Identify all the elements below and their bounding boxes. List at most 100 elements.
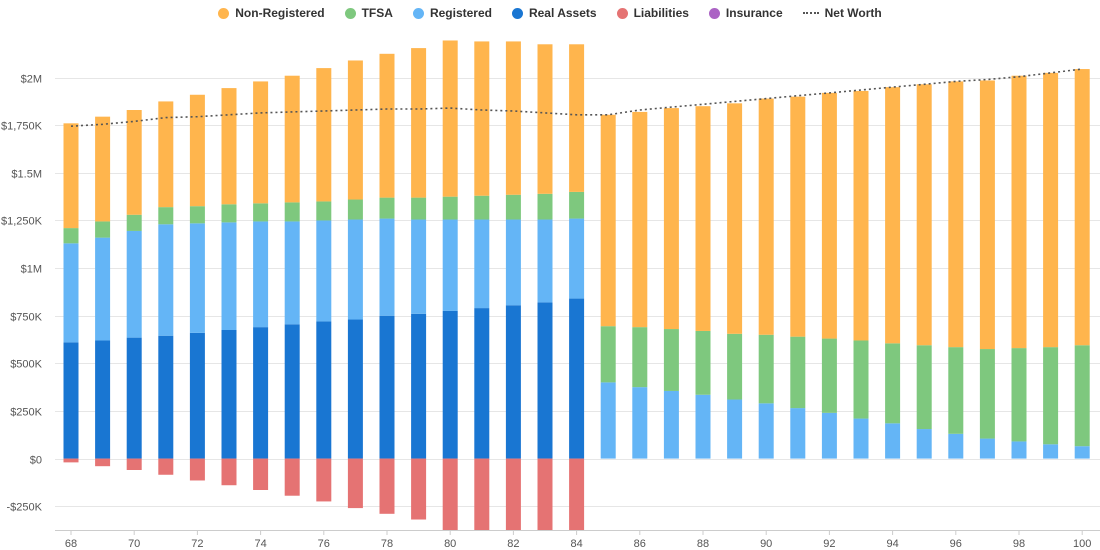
bar-liabilities-70[interactable] [126, 458, 142, 470]
bar-liabilities-82[interactable] [505, 458, 521, 530]
legend-item-net-worth[interactable]: Net Worth [802, 6, 882, 20]
net-worth-line[interactable] [70, 68, 1083, 127]
legend-item-tfsa[interactable]: TFSA [344, 6, 393, 20]
bar-non-registered-75[interactable] [284, 75, 300, 203]
bar-liabilities-84[interactable] [569, 458, 585, 530]
bar-non-registered-77[interactable] [347, 60, 363, 200]
bar-registered-70[interactable] [126, 230, 142, 338]
bar-real-assets-80[interactable] [442, 310, 458, 459]
bar-tfsa-87[interactable] [663, 329, 679, 391]
bar-real-assets-72[interactable] [189, 332, 205, 459]
bar-real-assets-68[interactable] [63, 342, 79, 459]
bar-liabilities-71[interactable] [158, 458, 174, 475]
bar-real-assets-81[interactable] [474, 308, 490, 459]
bar-non-registered-76[interactable] [316, 68, 332, 202]
bar-real-assets-71[interactable] [158, 335, 174, 459]
bar-tfsa-97[interactable] [979, 349, 995, 439]
bar-non-registered-71[interactable] [158, 101, 174, 208]
bar-tfsa-80[interactable] [442, 196, 458, 220]
bar-tfsa-99[interactable] [1043, 347, 1059, 445]
bar-registered-81[interactable] [474, 219, 490, 309]
bar-liabilities-74[interactable] [253, 458, 269, 490]
bar-non-registered-88[interactable] [695, 106, 711, 331]
bar-liabilities-68[interactable] [63, 458, 79, 463]
bar-non-registered-78[interactable] [379, 53, 395, 198]
bar-tfsa-82[interactable] [505, 194, 521, 220]
bar-registered-75[interactable] [284, 221, 300, 325]
bar-non-registered-96[interactable] [948, 81, 964, 348]
bar-real-assets-73[interactable] [221, 330, 237, 459]
bar-tfsa-90[interactable] [758, 334, 774, 404]
bar-registered-87[interactable] [663, 390, 679, 459]
bar-registered-76[interactable] [316, 220, 332, 322]
legend-item-non-registered[interactable]: Non-Registered [218, 6, 325, 20]
bar-registered-68[interactable] [63, 243, 79, 343]
bar-tfsa-85[interactable] [600, 326, 616, 383]
bar-non-registered-90[interactable] [758, 98, 774, 335]
bar-registered-85[interactable] [600, 382, 616, 459]
bar-non-registered-80[interactable] [442, 40, 458, 197]
bar-non-registered-79[interactable] [411, 48, 427, 198]
bar-real-assets-69[interactable] [95, 340, 111, 459]
legend-item-real-assets[interactable]: Real Assets [511, 6, 597, 20]
bar-real-assets-76[interactable] [316, 321, 332, 459]
bar-registered-94[interactable] [885, 423, 901, 459]
bar-tfsa-100[interactable] [1074, 345, 1090, 447]
bar-non-registered-83[interactable] [537, 44, 553, 194]
bar-registered-92[interactable] [821, 412, 837, 459]
bar-registered-71[interactable] [158, 224, 174, 336]
bar-registered-96[interactable] [948, 433, 964, 459]
bar-tfsa-79[interactable] [411, 197, 427, 220]
bar-non-registered-99[interactable] [1043, 72, 1059, 348]
bar-non-registered-70[interactable] [126, 110, 142, 215]
bar-non-registered-68[interactable] [63, 123, 79, 229]
bar-non-registered-85[interactable] [600, 114, 616, 327]
bar-real-assets-78[interactable] [379, 315, 395, 459]
bar-registered-91[interactable] [790, 408, 806, 459]
bar-non-registered-91[interactable] [790, 96, 806, 337]
bar-non-registered-74[interactable] [253, 81, 269, 204]
bar-tfsa-71[interactable] [158, 207, 174, 225]
bar-real-assets-83[interactable] [537, 302, 553, 459]
bar-real-assets-77[interactable] [347, 319, 363, 459]
bar-non-registered-73[interactable] [221, 88, 237, 205]
bar-non-registered-92[interactable] [821, 92, 837, 339]
bar-tfsa-70[interactable] [126, 214, 142, 231]
bar-tfsa-74[interactable] [253, 203, 269, 222]
bar-tfsa-86[interactable] [632, 327, 648, 388]
bar-real-assets-82[interactable] [505, 305, 521, 459]
bar-registered-84[interactable] [569, 218, 585, 299]
bar-registered-99[interactable] [1043, 444, 1059, 459]
bar-tfsa-92[interactable] [821, 338, 837, 413]
bar-non-registered-86[interactable] [632, 111, 648, 328]
bar-registered-93[interactable] [853, 418, 869, 459]
bar-non-registered-87[interactable] [663, 108, 679, 330]
bar-liabilities-76[interactable] [316, 458, 332, 502]
bar-tfsa-73[interactable] [221, 204, 237, 223]
bar-non-registered-94[interactable] [885, 87, 901, 344]
bar-registered-90[interactable] [758, 403, 774, 459]
bar-liabilities-81[interactable] [474, 458, 490, 530]
bar-registered-83[interactable] [537, 219, 553, 303]
bar-tfsa-91[interactable] [790, 336, 806, 409]
bar-liabilities-78[interactable] [379, 458, 395, 514]
bar-tfsa-95[interactable] [916, 345, 932, 430]
bar-registered-100[interactable] [1074, 446, 1090, 459]
bar-tfsa-94[interactable] [885, 343, 901, 424]
bar-liabilities-69[interactable] [95, 458, 111, 467]
bar-tfsa-72[interactable] [189, 206, 205, 224]
bar-liabilities-80[interactable] [442, 458, 458, 530]
bar-liabilities-75[interactable] [284, 458, 300, 496]
bar-tfsa-84[interactable] [569, 191, 585, 219]
bar-non-registered-81[interactable] [474, 41, 490, 196]
bar-tfsa-98[interactable] [1011, 348, 1027, 442]
bar-registered-78[interactable] [379, 218, 395, 316]
bar-liabilities-73[interactable] [221, 458, 237, 486]
bar-non-registered-95[interactable] [916, 84, 932, 346]
bar-tfsa-89[interactable] [727, 333, 743, 400]
bar-tfsa-93[interactable] [853, 340, 869, 419]
bar-non-registered-69[interactable] [95, 116, 111, 222]
bar-tfsa-83[interactable] [537, 193, 553, 220]
bar-registered-72[interactable] [189, 223, 205, 333]
bar-real-assets-79[interactable] [411, 313, 427, 459]
